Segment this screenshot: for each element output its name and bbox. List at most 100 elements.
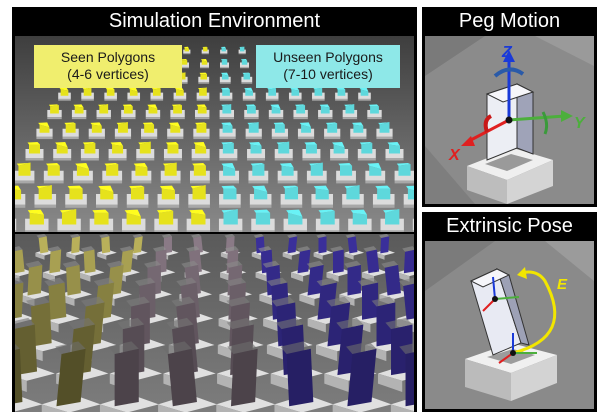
peg-tile <box>80 142 99 161</box>
peg-tile <box>196 87 210 101</box>
peg-tile <box>342 103 358 120</box>
peg-tile <box>271 122 288 140</box>
peg-tile <box>268 104 284 120</box>
peg-tile <box>219 185 241 208</box>
peg-tile <box>43 163 64 184</box>
peg-tile <box>274 141 293 161</box>
tilted-peg <box>469 268 530 356</box>
extrinsic-arc-arrow <box>512 270 557 355</box>
peg-tile <box>218 208 243 232</box>
peg-tile <box>154 209 178 232</box>
peg-tile <box>251 209 275 232</box>
peg-tile <box>15 162 35 184</box>
x-rotation-arrow <box>483 114 493 133</box>
unseen-polygons-label: Unseen Polygons <box>273 49 383 65</box>
peg-tile <box>41 341 101 412</box>
extrinsic-pose-panel: Extrinsic Pose E <box>422 212 597 412</box>
peg-tile <box>141 122 158 140</box>
peg-tile <box>193 122 210 140</box>
peg-tile <box>265 87 279 101</box>
peg-tile <box>297 122 315 140</box>
peg-motion-title: Peg Motion <box>458 10 561 32</box>
peg-tile <box>200 58 209 69</box>
peg-tile <box>78 246 105 282</box>
peg-tile <box>102 163 123 184</box>
peg-tile <box>127 87 141 101</box>
peg-tile <box>375 234 395 260</box>
peg-tile <box>158 341 217 412</box>
peg-tile <box>220 46 228 55</box>
x-axis-label: X <box>448 147 461 164</box>
peg-tile <box>96 185 118 208</box>
unseen-polygons-legend: Unseen Polygons (7-10 vertices) <box>256 45 400 88</box>
peg-tile <box>324 122 341 140</box>
peg-tile <box>248 163 269 184</box>
peg-tile <box>315 209 340 232</box>
peg-tile <box>194 104 210 120</box>
peg-tile <box>357 142 376 161</box>
peg-tile <box>136 141 155 161</box>
peg-tile <box>330 142 349 161</box>
peg-tile <box>311 185 333 208</box>
peg-tile <box>283 209 307 232</box>
peg-tile <box>71 104 87 120</box>
peg-tile <box>332 341 392 412</box>
peg-tile <box>58 87 71 101</box>
peg-tile <box>170 104 185 120</box>
peg-tile <box>163 142 182 161</box>
peg-tile <box>219 103 235 120</box>
seen-polygons-vertices: (4-6 vertices) <box>67 66 149 82</box>
peg-tile <box>186 209 211 232</box>
peg-tile <box>122 209 146 232</box>
peg-tile <box>66 234 86 260</box>
peg-tile <box>47 104 62 120</box>
peg-tile <box>73 163 93 184</box>
z-axis-label: Z <box>501 44 513 61</box>
peg-tile <box>62 122 79 140</box>
peg-tile <box>145 104 161 120</box>
simulation-bottom-view <box>15 234 414 412</box>
peg-tile <box>15 218 17 232</box>
peg-tile <box>25 209 49 232</box>
y-axis-arrow <box>508 114 566 122</box>
peg-tile <box>397 246 414 282</box>
peg-tile <box>88 122 105 140</box>
peg-tile <box>367 104 382 120</box>
simulation-environment-title: Simulation Environment <box>108 10 321 32</box>
peg-tile <box>53 142 72 161</box>
peg-motion-panel: Peg Motion Z Y X <box>422 7 597 207</box>
peg-tile <box>240 58 249 69</box>
peg-tile <box>219 142 238 161</box>
peg-tile <box>274 341 334 412</box>
peg-tile <box>96 103 111 120</box>
peg-tile <box>280 185 303 208</box>
peg-tile <box>189 163 210 184</box>
peg-tile <box>65 185 87 208</box>
peg-tile <box>157 185 180 208</box>
peg-tile <box>219 72 231 84</box>
peg-tile <box>358 87 371 101</box>
peg-tile <box>380 208 404 232</box>
peg-tile <box>342 184 364 208</box>
peg-tile <box>198 72 210 84</box>
peg-tile <box>108 142 127 161</box>
peg-tile <box>242 87 256 101</box>
seen-polygons-legend: Seen Polygons (4-6 vertices) <box>34 45 182 88</box>
peg-tile <box>394 163 414 184</box>
peg-tile <box>34 184 57 208</box>
peg-tile <box>313 234 334 260</box>
peg-tile <box>150 87 164 101</box>
peg-tile <box>99 341 159 412</box>
peg-tile <box>241 72 253 84</box>
peg-tile <box>293 104 308 120</box>
peg-tile <box>350 122 367 140</box>
peg-tile <box>336 163 356 184</box>
peg-tile <box>288 87 302 101</box>
seen-polygons-label: Seen Polygons <box>60 49 156 65</box>
peg-tile <box>160 162 181 184</box>
peg-tile <box>131 163 152 184</box>
peg-tile <box>390 343 414 412</box>
z-rotation-arrow <box>493 67 525 78</box>
peg-tile <box>191 142 210 161</box>
peg-tile <box>335 87 348 101</box>
